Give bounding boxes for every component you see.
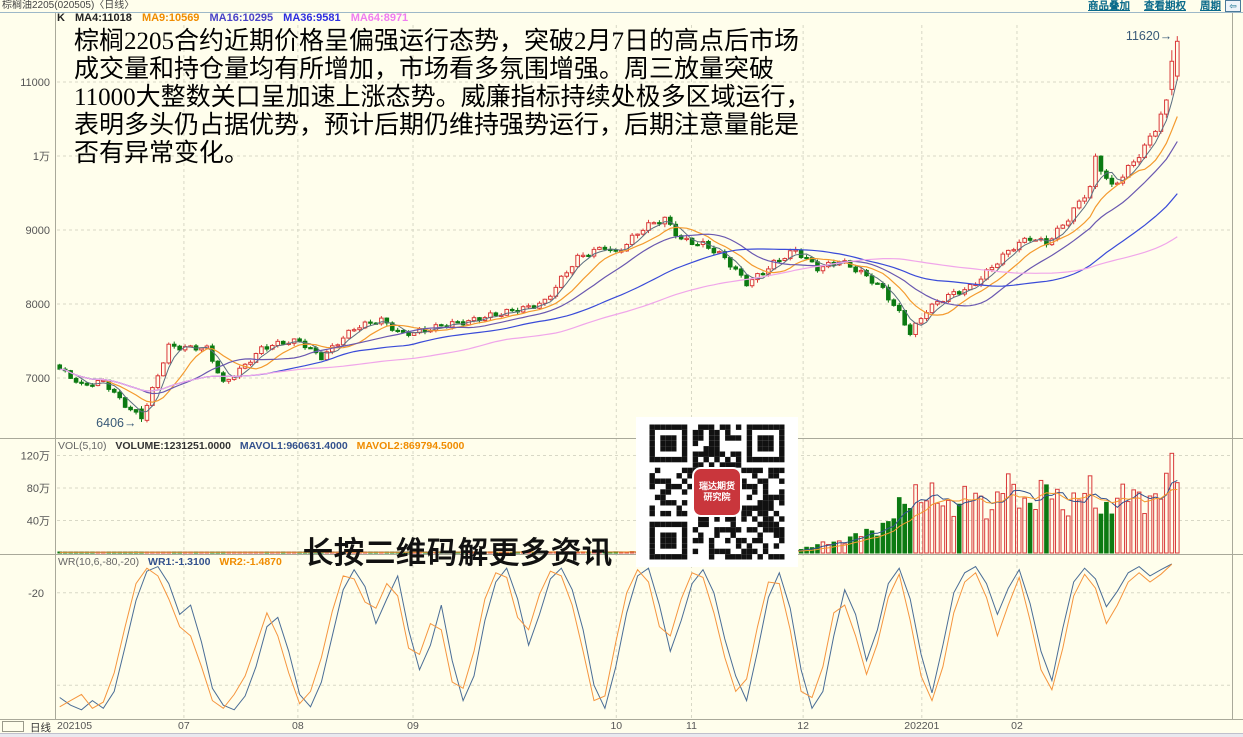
qr-logo: 瑞达期货 研究院 <box>692 467 742 517</box>
legend-ma4: MA4:11018 <box>75 12 132 24</box>
svg-text:8000: 8000 <box>26 299 50 311</box>
collapse-arrow-icon[interactable]: ⇦ <box>1225 0 1241 12</box>
link-view-options[interactable]: 查看期权 <box>1144 0 1186 12</box>
legend-k: K <box>57 12 65 24</box>
x-axis-tick: 202105 <box>57 720 93 732</box>
legend-ma16: MA16:10295 <box>209 12 274 24</box>
svg-text:-20: -20 <box>28 588 44 600</box>
analysis-text: 棕榈2205合约近期价格呈偏强运行态势，突破2月7日的高点后市场 成交量和持仓量… <box>74 28 811 168</box>
price-annotations: 11620→ 6406→ <box>96 29 1172 430</box>
x-axis-tick: 12 <box>797 720 809 732</box>
vol-name: VOL(5,10) <box>58 440 107 452</box>
contract-title: 棕榈油2205(020505)〈日线〉 <box>2 0 135 11</box>
mavol-lines <box>59 479 1178 553</box>
top-links: 商品叠加 查看期权 周期 <box>1088 0 1221 12</box>
link-commodity-overlay[interactable]: 商品叠加 <box>1088 0 1130 12</box>
svg-text:40万: 40万 <box>27 516 50 528</box>
svg-text:11620→: 11620→ <box>1126 29 1172 43</box>
wr-indicator-header: WR(10,6,-80,-20) WR1:-1.3100 WR2:-1.4870 <box>58 556 288 568</box>
x-axis-tick: 07 <box>178 720 190 732</box>
svg-text:120万: 120万 <box>21 451 50 463</box>
ma-legend: K MA4:11018 MA9:10569 MA16:10295 MA36:95… <box>57 12 415 25</box>
svg-text:7000: 7000 <box>26 373 50 385</box>
mavol2-value: MAVOL2:869794.5000 <box>356 440 465 452</box>
top-bar: 棕榈油2205(020505)〈日线〉 商品叠加 查看期权 周期 ⇦ <box>0 0 1243 13</box>
pane-borders <box>0 12 1243 720</box>
legend-ma36: MA36:9581 <box>283 12 341 24</box>
x-axis-tick: 02 <box>1011 720 1023 732</box>
svg-text:80万: 80万 <box>27 483 50 495</box>
qr-logo-text: 研究院 <box>703 492 731 502</box>
ma-lines <box>59 79 1178 413</box>
link-period[interactable]: 周期 <box>1200 0 1221 12</box>
wr-lines <box>59 563 1173 711</box>
wr-name: WR(10,6,-80,-20) <box>58 556 140 568</box>
svg-text:11000: 11000 <box>20 77 50 89</box>
analysis-line: 棕榈2205合约近期价格呈偏强运行态势，突破2月7日的高点后市场 <box>74 28 800 55</box>
qr-code[interactable]: 瑞达期货 研究院 <box>636 417 798 567</box>
x-axis-tick: 09 <box>407 720 419 732</box>
wr1-value: WR1:-1.3100 <box>148 556 211 568</box>
volume-bars <box>57 452 1180 554</box>
x-axis-tick: 202201 <box>904 720 940 732</box>
vol-value: VOLUME:1231251.0000 <box>115 440 231 452</box>
qr-logo-text: 瑞达期货 <box>698 481 735 491</box>
wr2-value: WR2:-1.4870 <box>219 556 282 568</box>
qr-caption: 长按二维码解更多资讯 <box>303 537 613 570</box>
volume-indicator-header: VOL(5,10) VOLUME:1231251.0000 MAVOL1:960… <box>58 440 470 452</box>
period-label: 日线 <box>30 722 51 734</box>
analysis-line: 否有异常变化。 <box>74 140 250 167</box>
analysis-line: 11000大整数关口呈加速上涨态势。威廉指标持续处极多区域运行， <box>74 84 811 111</box>
analysis-line: 成交量和持仓量均有所增加，市场看多氛围增强。周三放量突破 <box>74 56 775 83</box>
gridlines <box>57 25 1232 719</box>
analysis-line: 表明多头仍占据优势，预计后期仍维持强势运行，后期注意量能是 <box>74 112 800 139</box>
corner-box <box>2 721 24 732</box>
x-axis-tick: 10 <box>610 720 623 732</box>
svg-text:1万: 1万 <box>33 151 50 163</box>
mavol1-value: MAVOL1:960631.4000 <box>239 440 348 452</box>
x-axis-tick: 08 <box>292 720 304 732</box>
bottom-strip <box>0 733 1243 737</box>
svg-text:9000: 9000 <box>26 225 50 237</box>
svg-text:6406→: 6406→ <box>96 416 136 430</box>
legend-ma64: MA64:8971 <box>350 12 409 24</box>
legend-ma9: MA9:10569 <box>141 12 200 24</box>
x-axis-tick: 11 <box>686 720 697 732</box>
x-axis-bar: 日线 202105 07 08 09 10 11 12 202201 02 <box>0 719 1243 734</box>
axis-labels: 11000 1万 9000 8000 7000 120万 80万 40万 -20 <box>20 77 50 600</box>
